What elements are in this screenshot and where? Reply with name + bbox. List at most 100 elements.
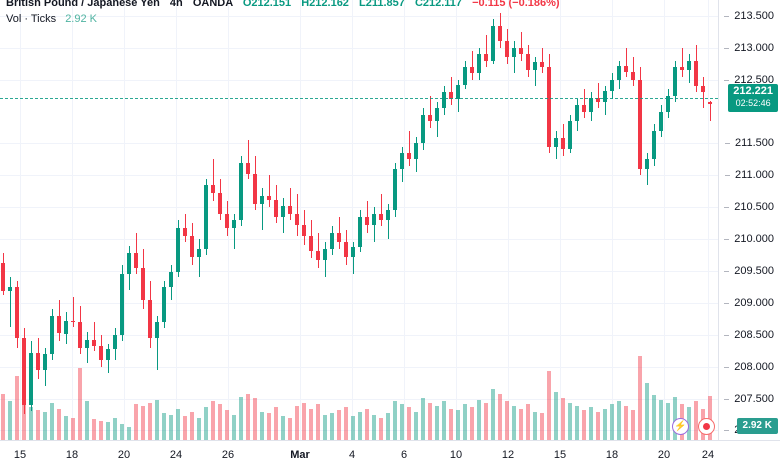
candle-wick: [290, 188, 291, 220]
price-tick-mark: [724, 79, 730, 81]
volume-bar: [183, 416, 187, 440]
volume-bar: [274, 407, 278, 440]
candle-wick: [514, 41, 515, 74]
time-tick-label: 6: [400, 449, 408, 461]
volume-bar: [211, 401, 215, 440]
volume-bar: [456, 410, 460, 440]
candle-body: [43, 353, 47, 370]
candle-body: [141, 267, 145, 300]
candle-body: [302, 225, 306, 236]
candle-wick: [73, 296, 74, 328]
price-axis[interactable]: 213.500 213.000 212.500 211.500 211.000 210.5…: [718, 0, 780, 440]
candle-body: [680, 66, 684, 71]
volume-bar: [358, 411, 362, 440]
vertical-gridline: [560, 0, 561, 440]
candle-body: [22, 337, 26, 405]
candle-body: [477, 54, 481, 74]
candle-body: [36, 352, 40, 370]
candle-body: [64, 320, 68, 334]
candle-body: [162, 286, 166, 323]
vertical-gridline: [176, 0, 177, 440]
volume-bar: [512, 405, 516, 440]
candle-body: [211, 184, 215, 194]
candle-wick: [626, 47, 627, 77]
volume-bar: [337, 410, 341, 440]
record-dot-icon[interactable]: [698, 418, 715, 435]
record-dot-glyph: [703, 423, 710, 430]
volume-bar: [463, 404, 467, 440]
candle-body: [337, 232, 341, 243]
time-tick-label: 20: [657, 449, 671, 461]
candle-body: [92, 339, 96, 347]
volume-bar: [43, 411, 47, 440]
candle-body: [603, 91, 607, 103]
volume-bar: [393, 401, 397, 440]
candle-wick: [388, 204, 389, 240]
volume-bar: [687, 407, 691, 440]
volume-bar: [582, 410, 586, 440]
volume-bar: [330, 413, 334, 440]
volume-bar: [386, 413, 390, 440]
chart-plot-area[interactable]: [0, 0, 718, 440]
candle-wick: [472, 51, 473, 80]
price-tick-mark: [724, 207, 730, 209]
candle-body: [701, 86, 705, 93]
volume-bar: [155, 399, 159, 440]
volume-bar: [568, 402, 572, 440]
time-axis[interactable]: 15 18 20 24 26 Mar 4 6 10 12 15 18 20 24: [0, 440, 780, 470]
candle-body: [645, 159, 649, 169]
bolt-glyph: ⚡: [674, 420, 687, 432]
volume-bar: [617, 401, 621, 440]
candle-body: [29, 352, 33, 405]
horizontal-gridline: [0, 271, 718, 272]
volume-bar: [8, 401, 12, 440]
volume-bar: [631, 410, 635, 440]
volume-bar: [148, 402, 152, 440]
candle-wick: [87, 331, 88, 364]
candle-body: [127, 253, 131, 275]
bar-countdown: 02:52:46: [735, 97, 771, 108]
volume-bar: [638, 356, 642, 440]
lightning-bolt-icon[interactable]: ⚡: [672, 418, 689, 435]
price-tick-mark: [724, 15, 730, 17]
candle-wick: [262, 188, 263, 230]
candle-wick: [325, 242, 326, 278]
volume-bar: [414, 411, 418, 440]
volume-bar: [673, 396, 677, 440]
candle-body: [15, 286, 19, 338]
volume-bar: [225, 410, 229, 440]
horizontal-gridline: [0, 366, 718, 368]
candle-body: [435, 108, 439, 122]
time-tick-label: 10: [449, 449, 463, 461]
current-price-badge[interactable]: 212.221 02:52:46: [728, 83, 778, 112]
candle-body: [442, 92, 446, 109]
volume-bar: [351, 416, 355, 440]
volume-bar: [484, 402, 488, 440]
time-tick-label: 26: [221, 449, 235, 461]
time-tick-label: 20: [117, 449, 131, 461]
candle-wick: [710, 101, 711, 121]
volume-bar: [540, 413, 544, 440]
volume-bar: [323, 414, 327, 440]
price-tick-label: 208.000: [724, 361, 774, 373]
volume-bar: [197, 417, 201, 440]
candle-body: [652, 130, 656, 160]
volume-bar: [99, 420, 103, 440]
price-tick-label: 210.500: [724, 201, 774, 213]
candle-wick: [199, 239, 200, 278]
volume-bar: [659, 399, 663, 440]
vertical-gridline: [664, 0, 665, 440]
candle-body: [428, 114, 432, 122]
current-price-value: 212.221: [733, 84, 773, 97]
time-tick-label: 24: [701, 449, 715, 461]
vertical-gridline: [300, 0, 301, 440]
volume-bar: [610, 404, 614, 440]
time-tick-label: 15: [553, 449, 567, 461]
candle-body: [673, 66, 677, 96]
volume-bar: [176, 408, 180, 440]
volume-bar: [554, 392, 558, 440]
candle-wick: [318, 232, 319, 268]
volume-value-badge[interactable]: 2.92 K: [736, 418, 778, 434]
price-tick-mark: [724, 239, 730, 241]
vertical-gridline: [20, 0, 21, 440]
